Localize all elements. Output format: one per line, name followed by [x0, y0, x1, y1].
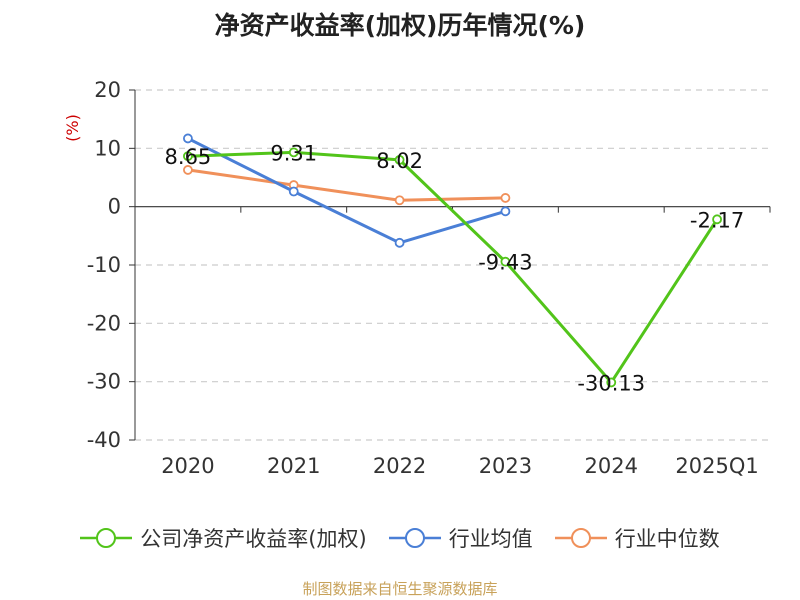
data-label: 8.65 — [165, 145, 212, 169]
data-point — [288, 186, 299, 197]
data-point — [183, 151, 193, 162]
data-point — [712, 214, 722, 225]
x-tick-label: 2024 — [585, 454, 638, 478]
source-note: 制图数据来自恒生聚源数据库 — [302, 580, 498, 598]
grid-lines — [135, 89, 770, 441]
series-line — [187, 168, 506, 202]
legend-item[interactable]: 行业均值 — [388, 523, 533, 553]
y-tick-label: -30 — [87, 370, 121, 394]
x-tick-label: 2021 — [267, 454, 320, 478]
data-point — [183, 133, 193, 144]
x-tick-label: 2022 — [373, 454, 426, 478]
x-tick-label: 2025Q1 — [675, 454, 758, 478]
series-line — [187, 150, 719, 384]
legend-item[interactable]: 行业中位数 — [554, 523, 720, 553]
data-point — [606, 377, 617, 388]
data-point — [394, 237, 405, 248]
data-point — [183, 165, 193, 175]
series-lines — [183, 133, 722, 388]
data-label: -9.43 — [478, 251, 532, 275]
data-point — [288, 147, 299, 158]
y-tick-label: -10 — [87, 253, 121, 277]
data-point — [394, 154, 405, 165]
x-tick-label: 2020 — [161, 454, 214, 478]
legend-item[interactable]: 公司净资产收益率(加权) — [80, 523, 367, 553]
data-point — [500, 256, 511, 267]
legend-swatch — [388, 528, 441, 548]
y-tick-label: -40 — [87, 428, 121, 452]
legend: 公司净资产收益率(加权) 行业均值 行业中位数 — [0, 520, 800, 556]
legend-swatch — [80, 528, 133, 548]
y-unit-label: (%) — [63, 114, 82, 142]
series-line — [187, 137, 506, 245]
legend-label: 公司净资产收益率(加权) — [140, 527, 367, 551]
legend-marker — [570, 528, 591, 548]
y-tick-label: -20 — [87, 311, 121, 335]
legend-label: 行业中位数 — [614, 527, 720, 551]
data-label: -2.17 — [690, 208, 744, 232]
data-labels: 8.65 9.31 8.02 -9.43 -30.13 -2.17 — [165, 141, 745, 395]
y-tick-label: 0 — [108, 195, 121, 219]
legend-swatch — [554, 528, 607, 548]
y-tick-label: 20 — [94, 78, 121, 102]
chart-title: 净资产收益率(加权)历年情况(%) — [214, 11, 586, 40]
data-label: -30.13 — [577, 371, 645, 395]
x-tick-label: 2023 — [479, 454, 532, 478]
line-chart: 20 10 0 -10 -20 -30 -40 2020 2021 2022 2023 2024 202… — [63, 78, 771, 478]
y-tick-label: 10 — [94, 136, 121, 160]
data-point — [394, 195, 405, 206]
legend-marker — [404, 528, 425, 548]
data-label: 8.02 — [376, 149, 423, 173]
axes: 20 10 0 -10 -20 -30 -40 2020 2021 2022 2023 2024 202… — [87, 78, 771, 478]
legend-label: 行业均值 — [448, 527, 533, 551]
data-label: 9.31 — [270, 141, 317, 165]
legend-marker — [96, 528, 117, 548]
data-point — [500, 193, 511, 203]
data-point — [500, 206, 511, 217]
